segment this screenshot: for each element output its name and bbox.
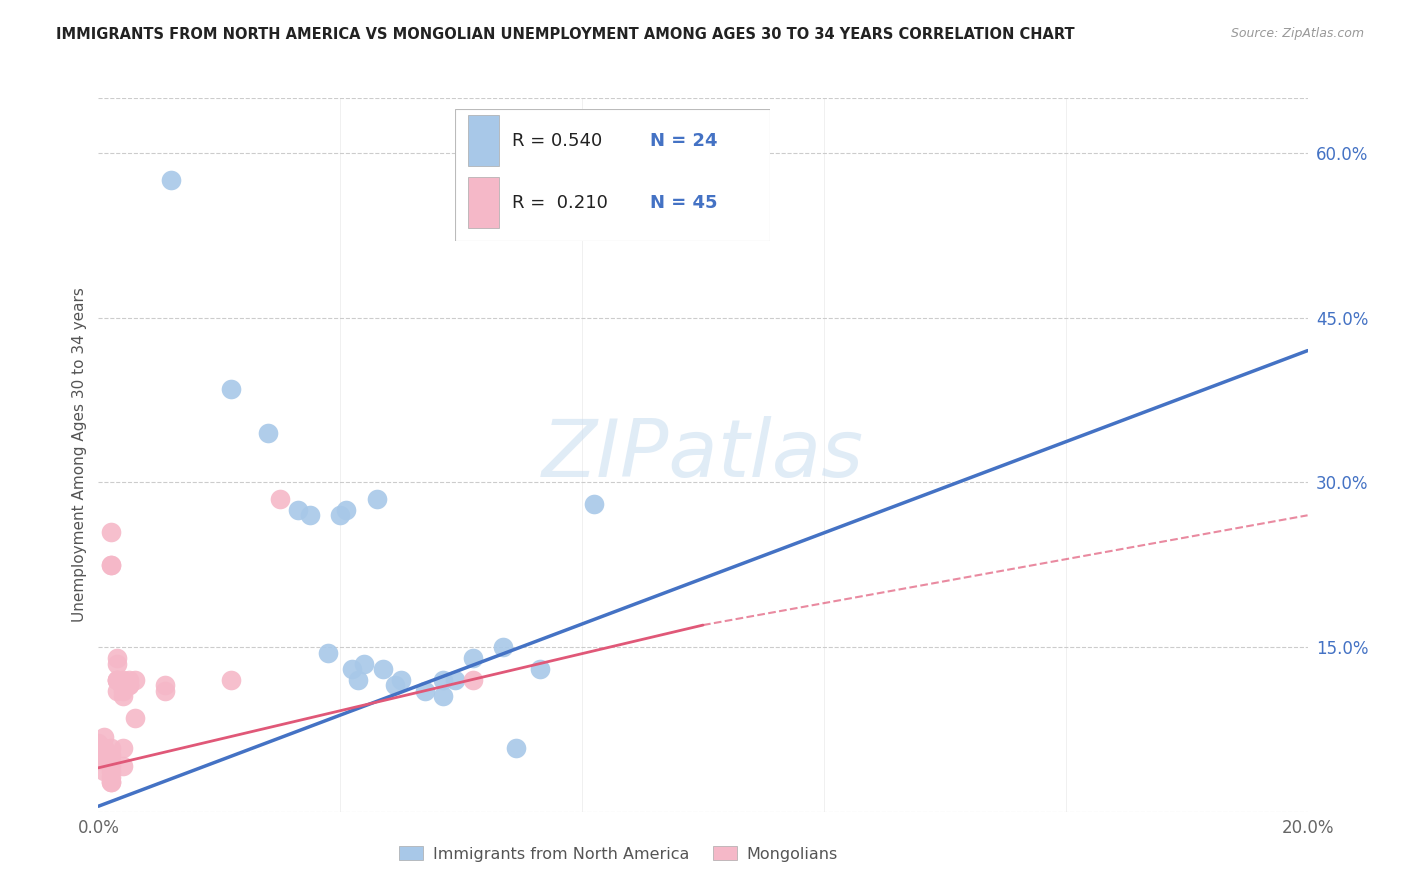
Point xyxy=(100,764,122,778)
Point xyxy=(432,673,454,687)
Point xyxy=(105,673,128,687)
Text: IMMIGRANTS FROM NORTH AMERICA VS MONGOLIAN UNEMPLOYMENT AMONG AGES 30 TO 34 YEAR: IMMIGRANTS FROM NORTH AMERICA VS MONGOLI… xyxy=(56,27,1074,42)
Point xyxy=(583,497,606,511)
Point xyxy=(100,524,122,539)
Point xyxy=(529,662,551,676)
Point xyxy=(105,673,128,687)
Point xyxy=(100,775,122,789)
Point xyxy=(93,730,115,744)
Point xyxy=(505,741,527,756)
Point xyxy=(87,753,110,767)
Point xyxy=(100,747,122,762)
Point xyxy=(444,673,467,687)
Point xyxy=(87,741,110,756)
Point xyxy=(93,747,115,762)
Point xyxy=(160,173,183,187)
Point xyxy=(105,673,128,687)
Point xyxy=(111,741,134,756)
Point xyxy=(100,753,122,767)
Point xyxy=(87,747,110,762)
Point xyxy=(105,657,128,671)
Point xyxy=(111,758,134,772)
Point xyxy=(118,678,141,692)
Point xyxy=(492,640,515,654)
Point xyxy=(118,673,141,687)
Point xyxy=(93,764,115,778)
Point xyxy=(389,673,412,687)
Point xyxy=(100,558,122,572)
Text: ZIPatlas: ZIPatlas xyxy=(541,416,865,494)
Point xyxy=(93,741,115,756)
Point xyxy=(221,382,243,396)
Point xyxy=(287,503,309,517)
Point xyxy=(342,662,364,676)
Point xyxy=(93,741,115,756)
Point xyxy=(124,673,146,687)
Point xyxy=(413,684,436,698)
Point xyxy=(329,508,352,523)
Point xyxy=(384,678,406,692)
Point xyxy=(87,735,110,749)
Point xyxy=(153,678,176,692)
Point xyxy=(463,651,485,665)
Point xyxy=(93,753,115,767)
Point xyxy=(432,690,454,704)
Point xyxy=(111,673,134,687)
Point xyxy=(111,684,134,698)
Point xyxy=(111,678,134,692)
Point xyxy=(124,711,146,725)
Point xyxy=(221,673,243,687)
Text: Source: ZipAtlas.com: Source: ZipAtlas.com xyxy=(1230,27,1364,40)
Point xyxy=(100,758,122,772)
Point xyxy=(347,673,370,687)
Point xyxy=(353,657,375,671)
Point xyxy=(100,558,122,572)
Point xyxy=(93,753,115,767)
Point xyxy=(118,678,141,692)
Point xyxy=(256,425,278,440)
Point xyxy=(153,684,176,698)
Point xyxy=(100,775,122,789)
Legend: Immigrants from North America, Mongolians: Immigrants from North America, Mongolian… xyxy=(392,839,844,868)
Point xyxy=(371,662,394,676)
Point xyxy=(100,770,122,784)
Point xyxy=(105,651,128,665)
Point xyxy=(366,491,388,506)
Point xyxy=(100,741,122,756)
Point xyxy=(269,491,291,506)
Point xyxy=(111,690,134,704)
Point xyxy=(335,503,357,517)
Point xyxy=(463,673,485,687)
Point xyxy=(299,508,322,523)
Point xyxy=(316,646,339,660)
Point xyxy=(105,684,128,698)
Point xyxy=(93,747,115,762)
Y-axis label: Unemployment Among Ages 30 to 34 years: Unemployment Among Ages 30 to 34 years xyxy=(72,287,87,623)
